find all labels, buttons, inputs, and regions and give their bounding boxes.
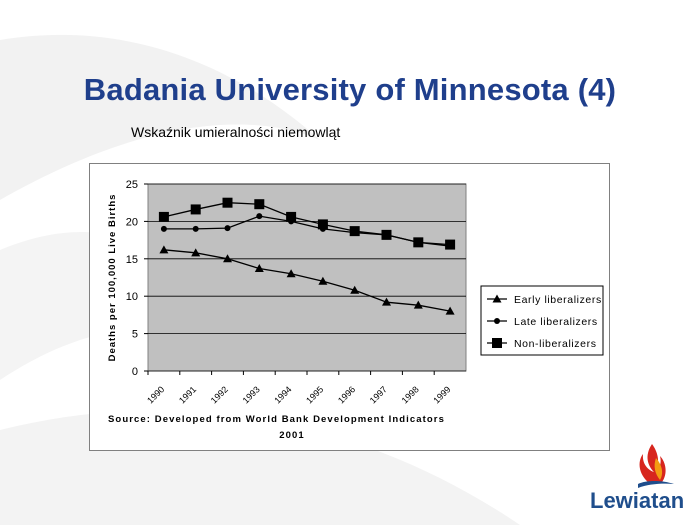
- x-tick-label: 1990: [145, 384, 166, 405]
- x-tick-label: 1991: [177, 384, 198, 405]
- x-tick-label: 1998: [400, 384, 421, 405]
- x-tick-label: 1999: [431, 384, 452, 405]
- data-point-square: [158, 211, 169, 222]
- data-point-square: [445, 239, 456, 250]
- x-tick-label: 1995: [304, 384, 325, 405]
- data-point-square: [222, 197, 233, 208]
- y-tick-label: 10: [126, 291, 138, 303]
- data-point-triangle: [223, 254, 232, 263]
- data-point-triangle: [159, 245, 169, 254]
- source-note: Source: Developed from World Bank Develo…: [108, 414, 445, 425]
- y-tick-label: 20: [126, 216, 138, 228]
- data-point-square: [254, 199, 265, 210]
- x-tick-label: 1996: [336, 384, 357, 405]
- data-point-square: [413, 237, 424, 248]
- lewiatan-flame-logo: [638, 444, 674, 488]
- data-point-circle: [160, 225, 167, 232]
- series-line-triangle: [163, 249, 451, 312]
- data-point-triangle: [191, 248, 201, 257]
- chart-container: 0 5 10 15 20 25 1990 1991 1992 1993 1994 1995 1996 19…: [89, 163, 610, 451]
- y-tick-label: 0: [132, 366, 138, 378]
- legend-marker-triangle: [492, 294, 502, 303]
- data-point-triangle: [413, 300, 423, 309]
- x-tick-label: 1997: [368, 384, 389, 405]
- x-tick-label: 1994: [272, 384, 293, 405]
- data-point-circle: [256, 213, 263, 220]
- slide-subtitle: Wskaźnik umieralności niemowląt: [131, 124, 341, 140]
- data-point-square: [286, 211, 297, 222]
- legend-label: Non-liberalizers: [514, 338, 597, 350]
- infant-mortality-chart: 0 5 10 15 20 25 1990 1991 1992 1993 1994 1995 1996 19…: [107, 179, 604, 441]
- y-tick-label: 25: [126, 179, 138, 191]
- logo-text: Lewiatan: [590, 488, 685, 513]
- data-point-triangle: [445, 306, 455, 315]
- legend-marker-square: [492, 338, 502, 348]
- data-point-square: [349, 226, 360, 237]
- slide-title: Badania University of Minnesota (4): [83, 72, 617, 107]
- y-tick-label: 15: [126, 254, 138, 266]
- data-point-triangle: [318, 276, 328, 285]
- data-point-triangle: [350, 285, 360, 294]
- data-point-square: [190, 204, 201, 215]
- legend-marker-circle: [494, 318, 500, 324]
- data-point-square: [381, 229, 392, 240]
- legend-label: Late liberalizers: [514, 316, 598, 328]
- data-point-circle: [192, 225, 199, 232]
- y-tick-label: 5: [132, 329, 138, 341]
- data-point-circle: [224, 225, 231, 232]
- data-point-triangle: [254, 264, 264, 273]
- data-point-square: [317, 219, 328, 230]
- x-tick-label: 1993: [241, 384, 262, 405]
- y-axis-label: Deaths per 100,000 Live Births: [107, 194, 118, 362]
- data-point-triangle: [382, 297, 391, 306]
- x-tick-label: 1992: [209, 384, 230, 405]
- legend-label: Early liberalizers: [514, 294, 602, 306]
- data-point-triangle: [286, 269, 296, 278]
- source-year: 2001: [279, 430, 305, 441]
- series-line-square: [163, 202, 451, 246]
